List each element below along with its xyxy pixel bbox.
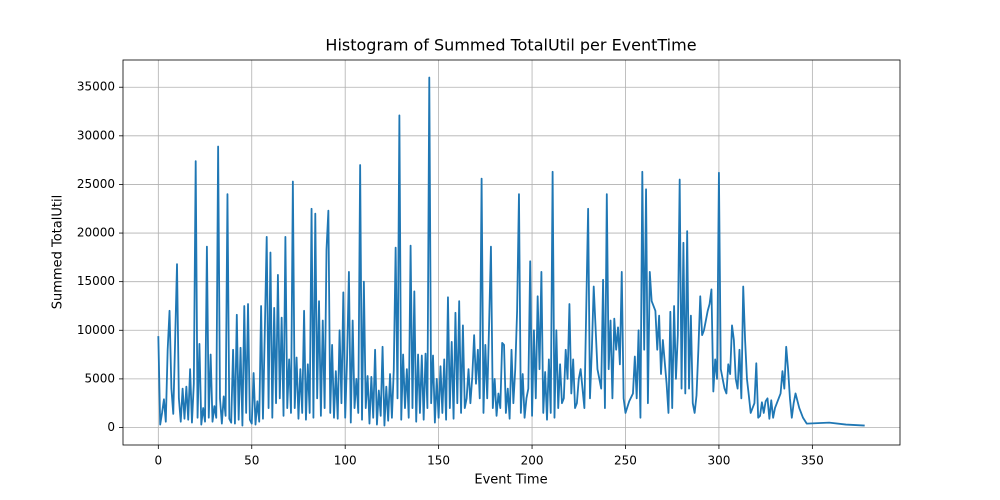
x-tick-label: 100 xyxy=(334,454,357,468)
x-tick-label: 0 xyxy=(154,454,162,468)
y-tick-label: 5000 xyxy=(84,371,115,385)
x-axis-label: Event Time xyxy=(474,473,547,488)
chart-title: Histogram of Summed TotalUtil per EventT… xyxy=(325,36,696,55)
x-tick-label: 150 xyxy=(427,454,450,468)
x-tick-label: 250 xyxy=(614,454,637,468)
data-line xyxy=(157,76,865,427)
y-tick-label: 15000 xyxy=(77,274,115,288)
y-tick-label: 35000 xyxy=(77,80,115,94)
x-tick-label: 200 xyxy=(521,454,544,468)
y-axis-label: Summed TotalUtil xyxy=(51,195,66,309)
x-tick-label: 350 xyxy=(801,454,824,468)
plot-frame xyxy=(122,59,901,446)
y-tick-label: 0 xyxy=(107,420,115,434)
x-tick-label: 50 xyxy=(244,454,259,468)
y-tick-label: 25000 xyxy=(77,177,115,191)
y-tick-label: 10000 xyxy=(77,323,115,337)
x-tick-label: 300 xyxy=(707,454,730,468)
y-tick-label: 30000 xyxy=(77,128,115,142)
y-tick-label: 20000 xyxy=(77,226,115,240)
